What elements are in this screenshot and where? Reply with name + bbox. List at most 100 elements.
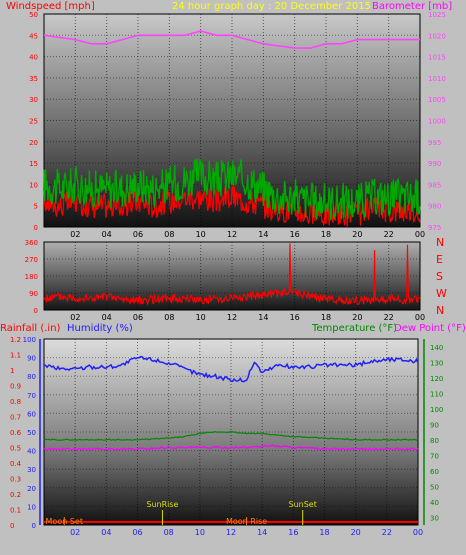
humidity-line (43, 355, 419, 383)
windspeed-tick-label: 15 (29, 160, 38, 168)
humidity-tick-label: 20 (27, 485, 36, 493)
dewpoint-line (43, 444, 419, 451)
humidity-tick-label: 30 (27, 466, 36, 474)
x-tick-label: 00 (413, 528, 423, 537)
compass-label: N (436, 236, 444, 249)
humidity-tick-label: 70 (27, 392, 36, 400)
humidity-tick-label: 90 (27, 355, 36, 363)
x-tick-label: 00 (415, 313, 425, 322)
x-tick-label: 16 (288, 528, 298, 537)
x-tick-label: 06 (132, 528, 142, 537)
direction-panel-axes: 0 N 90 W 180 S 270 E 360 N 02 04 06 08 10 12 14 16 18 20 22 0… (25, 236, 447, 322)
temperature-panel-axes: 010203040506070809010000.10.20.30.40.50.… (10, 336, 443, 537)
x-tick-label: 14 (258, 313, 268, 322)
windspeed-tick-label: 5 (34, 203, 38, 211)
x-tick-label: 08 (164, 528, 174, 537)
windspeed-tick-label: 45 (29, 32, 38, 40)
barometer-tick-label: 1005 (428, 96, 446, 104)
chart-title: 24 hour graph day : 20 December 2015 (172, 1, 371, 12)
barometer-tick-label: 995 (428, 139, 441, 147)
x-tick-label: 22 (384, 230, 394, 239)
x-tick-label: 06 (133, 230, 143, 239)
humidity-axis-label: Humidity (%) (67, 323, 133, 334)
humidity-tick-label: 50 (27, 429, 36, 437)
rainfall-tick-label: 0.4 (10, 460, 22, 468)
windspeed-tick-label: 40 (29, 54, 38, 62)
rainfall-tick-label: 1 (10, 367, 14, 375)
humidity-tick-label: 60 (27, 410, 36, 418)
temperature-tick-label: 40 (430, 499, 439, 507)
barometer-tick-label: 1010 (428, 75, 446, 83)
temperature-tick-label: 110 (430, 390, 443, 398)
rainfall-tick-label: 0.3 (10, 476, 21, 484)
direction-tick-label: 180 (25, 273, 38, 281)
rainfall-tick-label: 0.8 (10, 398, 21, 406)
x-tick-label: 12 (227, 313, 237, 322)
x-tick-label: 22 (382, 528, 392, 537)
x-tick-label: 06 (133, 313, 143, 322)
sun-moon-annotations: SunRise SunSet Moon Set Moon Rise (46, 500, 317, 526)
barometer-tick-label: 985 (428, 181, 441, 189)
direction-panel-grid (44, 241, 421, 311)
temperature-tick-label: 130 (430, 359, 443, 367)
x-tick-label: 12 (226, 528, 236, 537)
x-tick-label: 02 (70, 313, 80, 322)
direction-tick-label: 360 (25, 239, 38, 247)
windspeed-axis-label: Windspeed [mph] (6, 1, 95, 12)
x-tick-label: 14 (258, 230, 268, 239)
barometer-axis-label: Barometer [mb] (372, 1, 452, 12)
barometer-tick-label: 1020 (428, 32, 446, 40)
rainfall-tick-label: 0.6 (10, 429, 22, 437)
annotation-label: Moon Set (46, 517, 83, 526)
x-tick-label: 10 (196, 230, 206, 239)
temperature-tick-label: 100 (430, 406, 443, 414)
x-tick-label: 08 (164, 230, 174, 239)
rainfall-tick-label: 0.1 (10, 507, 21, 515)
barometer-tick-label: 980 (428, 203, 441, 211)
x-tick-label: 12 (227, 230, 237, 239)
x-tick-label: 02 (70, 230, 80, 239)
humidity-tick-label: 40 (27, 448, 36, 456)
wind-panel-axes: 0510152025303540455097598098599099510001… (29, 11, 446, 239)
windspeed-tick-label: 25 (29, 118, 38, 126)
compass-label: E (436, 253, 443, 266)
temperature-axis-label: Temperature (°F) (311, 323, 397, 334)
x-tick-label: 20 (352, 313, 362, 322)
temperature-tick-label: 90 (430, 421, 439, 429)
x-tick-label: 18 (319, 528, 329, 537)
x-tick-label: 08 (164, 313, 174, 322)
x-tick-label: 14 (257, 528, 267, 537)
windspeed-tick-label: 30 (29, 96, 38, 104)
windspeed-tick-label: 20 (29, 139, 38, 147)
x-tick-label: 02 (70, 528, 80, 537)
x-tick-label: 04 (102, 313, 112, 322)
temperature-tick-label: 140 (430, 344, 443, 352)
x-tick-label: 18 (321, 313, 331, 322)
humidity-tick-label: 10 (27, 503, 36, 511)
barometer-tick-label: 975 (428, 224, 441, 232)
compass-label: N (436, 304, 444, 317)
x-tick-label: 10 (195, 528, 205, 537)
direction-tick-label: 270 (25, 256, 38, 264)
barometer-tick-label: 1015 (428, 54, 446, 62)
humidity-tick-label: 0 (32, 522, 36, 530)
barometer-line (43, 30, 420, 49)
x-tick-label: 00 (415, 230, 425, 239)
temperature-tick-label: 120 (430, 375, 443, 383)
x-tick-label: 04 (101, 528, 111, 537)
direction-tick-label: 0 (34, 307, 38, 315)
barometer-tick-label: 990 (428, 160, 441, 168)
x-tick-label: 22 (384, 313, 394, 322)
wind-direction-line (43, 243, 421, 306)
rainfall-tick-label: 0.7 (10, 414, 21, 422)
x-tick-label: 20 (351, 528, 361, 537)
compass-label: S (436, 270, 443, 283)
windspeed-tick-label: 50 (29, 11, 38, 19)
windspeed-tick-label: 35 (29, 75, 38, 83)
annotation-label: Moon Rise (226, 517, 267, 526)
temperature-tick-label: 80 (430, 437, 439, 445)
windspeed-tick-label: 0 (34, 224, 38, 232)
rainfall-tick-label: 0.9 (10, 383, 21, 391)
barometer-tick-label: 1025 (428, 11, 446, 19)
